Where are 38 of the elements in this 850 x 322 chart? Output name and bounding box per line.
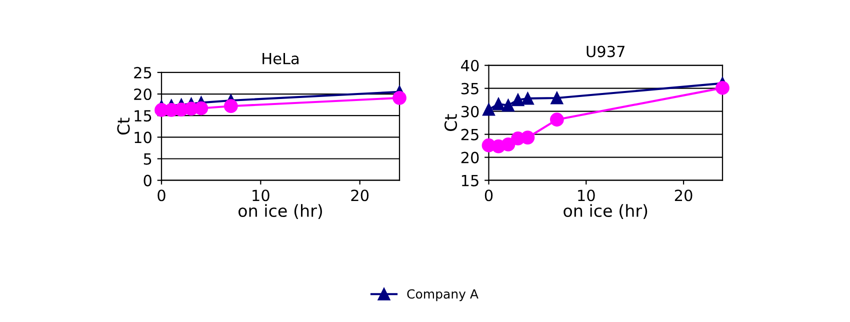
x-tick-label: 0 (158, 190, 166, 202)
point (520, 130, 535, 144)
y-tick-label: 15 (134, 110, 152, 122)
y-tick-label: 20 (134, 88, 152, 100)
y-tick-label: 15 (462, 174, 478, 186)
legend-label: Company A (407, 289, 478, 302)
point (512, 94, 524, 106)
x-tick-label: 10 (578, 190, 595, 202)
point (194, 101, 208, 116)
x-tick-label: 10 (252, 190, 270, 202)
y-tick-label: 0 (144, 174, 152, 186)
chart-title: U937 (586, 46, 624, 58)
y-tick-label: 25 (461, 128, 478, 140)
point (550, 112, 564, 127)
y-axis-title: Ct (444, 114, 458, 131)
point (224, 99, 238, 114)
point (716, 80, 730, 95)
x-axis-title: on ice (hr) (238, 204, 322, 219)
x-tick-label: 20 (351, 190, 369, 202)
y-tick-label: 10 (134, 132, 152, 144)
y-tick-label: 40 (461, 60, 479, 72)
y-tick-label: 30 (461, 106, 479, 118)
y-axis-title: Ct (117, 118, 130, 135)
y-tick-label: 25 (134, 66, 152, 78)
y-tick-label: 20 (461, 152, 479, 164)
point (392, 90, 406, 105)
point (482, 103, 495, 116)
x-axis-title: on ice (hr) (564, 204, 648, 219)
y-tick-label: 5 (144, 153, 152, 165)
y-tick-label: 35 (461, 82, 478, 94)
point (492, 98, 505, 110)
point (501, 138, 516, 152)
point (502, 99, 514, 112)
x-tick-label: 0 (484, 190, 493, 202)
point (521, 92, 534, 105)
point (550, 92, 564, 104)
x-tick-label: 20 (674, 190, 692, 202)
chart-title: HeLa (262, 52, 298, 64)
